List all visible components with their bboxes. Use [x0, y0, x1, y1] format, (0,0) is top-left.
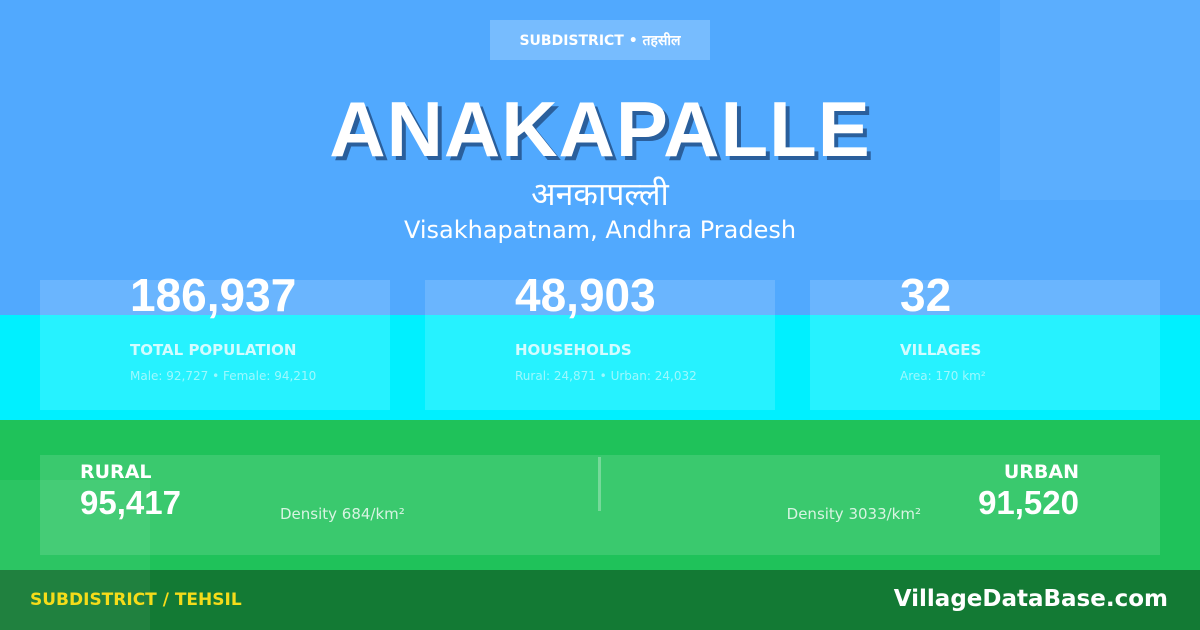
urban-density: Density 3033/km² [786, 505, 921, 523]
urban-value: 91,520 [978, 484, 1079, 521]
stat-value: 186,937 [130, 269, 297, 321]
title-hindi: अनकापल्ली [531, 175, 669, 213]
divider [598, 457, 601, 511]
stat-label: TOTAL POPULATION [130, 341, 297, 359]
location: Visakhapatnam, Andhra Pradesh [403, 216, 797, 244]
decor-square [0, 480, 150, 630]
stat-value: 48,903 [515, 269, 656, 321]
stat-card-households: 48,903 HOUSEHOLDS Rural: 24,871 • Urban:… [425, 269, 775, 410]
stat-card-villages: 32 VILLAGES Area: 170 km² [810, 269, 1160, 410]
type-badge: SUBDISTRICT • तहसील [490, 20, 710, 60]
rural-urban-band [0, 420, 1200, 570]
decor-square [1000, 0, 1200, 200]
footer-label: SUBDISTRICT / TEHSIL [30, 590, 242, 610]
footer-band [0, 570, 1200, 630]
stat-sub: Male: 92,727 • Female: 94,210 [130, 369, 317, 383]
page-title: ANAKAPALLE [329, 85, 871, 173]
stat-label: VILLAGES [900, 341, 982, 359]
stat-value: 32 [900, 269, 952, 321]
stat-label: HOUSEHOLDS [515, 341, 632, 359]
stats-band [0, 315, 1200, 420]
stat-card-population: 186,937 TOTAL POPULATION Male: 92,727 • … [40, 269, 390, 410]
header-band [0, 0, 1200, 315]
stat-sub: Rural: 24,871 • Urban: 24,032 [515, 369, 697, 383]
rural-density: Density 684/km² [280, 505, 405, 523]
rural-urban-panel [40, 455, 1160, 555]
urban-label: URBAN [1003, 461, 1079, 483]
rural-value: 95,417 [80, 484, 181, 521]
brand-link[interactable]: VillageDataBase.com [893, 586, 1168, 612]
rural-label: RURAL [80, 461, 152, 483]
stat-sub: Area: 170 km² [900, 369, 986, 383]
